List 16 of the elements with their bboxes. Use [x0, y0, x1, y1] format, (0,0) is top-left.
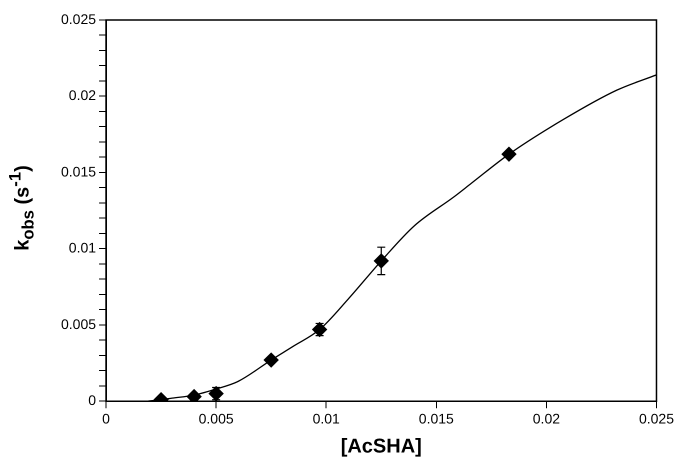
x-tick-label: 0.005 — [198, 410, 234, 426]
x-tick-label: 0.01 — [312, 410, 340, 426]
y-tick-label: 0 — [88, 392, 96, 408]
y-tick-label: 0.02 — [68, 87, 96, 104]
x-tick-label: 0.02 — [532, 410, 560, 426]
y-tick-label: 0.015 — [60, 163, 96, 180]
y-tick-label: 0.005 — [60, 316, 96, 332]
x-tick-label: 0 — [102, 410, 110, 426]
point — [264, 352, 279, 368]
point — [312, 322, 328, 338]
y-tick-label: 0.01 — [68, 240, 96, 256]
point — [501, 146, 516, 162]
x-tick-label: 0.025 — [638, 410, 674, 426]
x-tick-label: 0.015 — [418, 410, 454, 426]
x-axis-title: [AcSHA] — [340, 436, 422, 458]
y-tick-label: 0.025 — [60, 10, 96, 27]
